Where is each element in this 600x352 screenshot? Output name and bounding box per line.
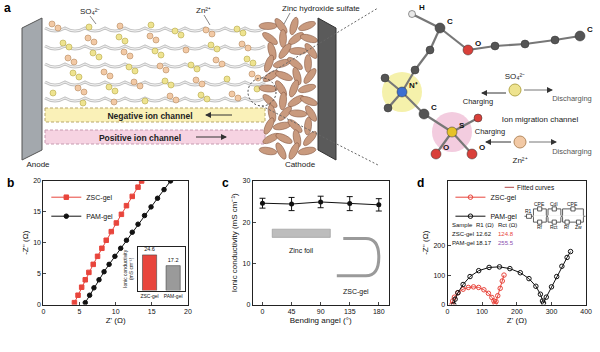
svg-text:10: 10 — [33, 239, 41, 246]
svg-text:Ionic conductivity(mS cm⁻¹): Ionic conductivity(mS cm⁻¹) — [122, 249, 135, 288]
svg-text:O: O — [475, 39, 481, 48]
svg-text:100: 100 — [433, 272, 445, 279]
svg-text:15: 15 — [33, 208, 41, 215]
svg-text:PAM-gel: PAM-gel — [164, 293, 183, 299]
svg-text:SO₄²⁻: SO₄²⁻ — [505, 72, 526, 81]
svg-text:Anode: Anode — [26, 160, 50, 169]
svg-text:10: 10 — [243, 260, 251, 267]
svg-text:Discharging: Discharging — [552, 94, 592, 103]
svg-text:d: d — [417, 176, 424, 190]
svg-text:ZSC-gel: ZSC-gel — [86, 194, 112, 202]
svg-text:100: 100 — [476, 308, 488, 315]
svg-text:Cdl: Cdl — [550, 201, 558, 207]
svg-text:255.5: 255.5 — [498, 240, 514, 246]
svg-text:135: 135 — [344, 308, 356, 315]
svg-text:45: 45 — [288, 308, 296, 315]
svg-text:N⁺: N⁺ — [409, 81, 418, 90]
svg-text:Ion migration channel: Ion migration channel — [502, 115, 579, 124]
svg-text:0: 0 — [41, 308, 45, 315]
svg-text:Zw: Zw — [575, 224, 582, 230]
svg-text:Positive ion channel: Positive ion channel — [99, 133, 181, 143]
svg-text:ZSC-gel: ZSC-gel — [452, 231, 474, 237]
svg-text:124.8: 124.8 — [498, 231, 514, 237]
svg-text:R1: R1 — [525, 208, 532, 214]
svg-text:0: 0 — [261, 308, 265, 315]
svg-text:-Z'' (Ω): -Z'' (Ω) — [421, 230, 430, 254]
svg-text:-Z'' (Ω): -Z'' (Ω) — [21, 230, 30, 254]
svg-text:b: b — [7, 176, 14, 190]
svg-text:18.17: 18.17 — [476, 240, 492, 246]
svg-text:Negative ion channel: Negative ion channel — [107, 111, 192, 121]
svg-text:20: 20 — [184, 308, 192, 315]
svg-text:20: 20 — [33, 177, 41, 184]
svg-text:Z' (Ω): Z' (Ω) — [106, 316, 126, 325]
svg-text:ZSC-gel: ZSC-gel — [140, 293, 158, 299]
svg-text:24.6: 24.6 — [144, 246, 155, 252]
svg-text:400: 400 — [580, 308, 592, 315]
svg-text:Rf: Rf — [537, 224, 543, 230]
svg-text:0: 0 — [441, 301, 445, 308]
svg-text:Ionic conductivity (mS cm⁻¹): Ionic conductivity (mS cm⁻¹) — [230, 193, 239, 292]
svg-text:300: 300 — [546, 308, 558, 315]
svg-text:200: 200 — [433, 242, 445, 249]
svg-text:O: O — [443, 143, 449, 152]
svg-text:CPE: CPE — [567, 201, 578, 207]
svg-text:ZSC-gel: ZSC-gel — [343, 288, 369, 296]
svg-text:0: 0 — [446, 308, 450, 315]
svg-text:Rf: Rf — [564, 224, 570, 230]
svg-text:Discharging: Discharging — [552, 147, 592, 156]
svg-text:PAM-gel: PAM-gel — [86, 213, 113, 221]
svg-text:O: O — [479, 143, 485, 152]
svg-text:R1 (Ω): R1 (Ω) — [476, 222, 494, 228]
svg-text:Rct (Ω): Rct (Ω) — [498, 222, 517, 228]
svg-text:PAM-gel: PAM-gel — [490, 213, 517, 221]
svg-text:5: 5 — [78, 308, 82, 315]
svg-text:180: 180 — [373, 308, 385, 315]
svg-text:Sample: Sample — [452, 222, 473, 228]
svg-text:17.2: 17.2 — [168, 257, 179, 263]
svg-text:c: c — [222, 176, 229, 190]
svg-text:SO₄²⁻: SO₄²⁻ — [80, 7, 101, 16]
svg-text:Charging: Charging — [475, 127, 505, 136]
svg-text:C: C — [447, 17, 453, 26]
svg-text:0: 0 — [246, 301, 250, 308]
svg-text:Rct: Rct — [550, 224, 558, 230]
svg-text:12.62: 12.62 — [476, 231, 492, 237]
svg-text:Cathode: Cathode — [285, 160, 316, 169]
svg-text:20: 20 — [243, 219, 251, 226]
svg-text:Bending angel (°): Bending angel (°) — [290, 316, 352, 325]
svg-text:H: H — [419, 3, 425, 12]
svg-text:ZSC-gel: ZSC-gel — [490, 194, 516, 202]
svg-text:Z' (Ω): Z' (Ω) — [507, 316, 527, 325]
svg-text:200: 200 — [511, 308, 523, 315]
svg-text:0: 0 — [37, 301, 41, 308]
svg-text:Zn²⁺: Zn²⁺ — [196, 6, 211, 15]
svg-text:Charging: Charging — [463, 97, 493, 106]
svg-text:5: 5 — [37, 270, 41, 277]
svg-text:CPE: CPE — [534, 201, 545, 207]
svg-text:PAM-gel: PAM-gel — [452, 240, 475, 246]
svg-text:C: C — [587, 25, 593, 34]
svg-text:C: C — [431, 103, 437, 112]
svg-text:15: 15 — [148, 308, 156, 315]
svg-text:S: S — [459, 121, 465, 130]
svg-text:90: 90 — [317, 308, 325, 315]
svg-text:30: 30 — [243, 177, 251, 184]
svg-text:Fitted curves: Fitted curves — [517, 184, 555, 191]
svg-text:Zinc foil: Zinc foil — [289, 247, 314, 254]
svg-text:Zinc hydroxide sulfate: Zinc hydroxide sulfate — [282, 4, 360, 13]
svg-text:10: 10 — [112, 308, 120, 315]
svg-text:Zn²⁺: Zn²⁺ — [513, 156, 528, 165]
svg-text:a: a — [4, 1, 11, 15]
